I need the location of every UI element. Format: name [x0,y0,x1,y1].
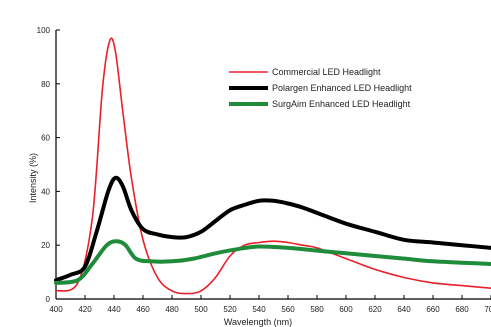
y-ticks: 0 20 40 60 80 100 [37,26,60,304]
x-tick-label: 640 [397,305,411,314]
series-line-3 [54,239,491,285]
legend-label-1: Commercial LED Headlight [272,67,381,77]
x-tick-label: 600 [339,305,353,314]
x-tick-label: 460 [136,305,150,314]
legend-label-3: SurgAim Enhanced LED Headlight [272,99,411,109]
series-layer [54,37,491,295]
x-axis-title: Wavelength (nm) [224,317,292,327]
series-line-1 [55,37,491,295]
x-tick-label: 480 [165,305,179,314]
x-tick-label: 440 [107,305,121,314]
x-tick-label: 700 [484,305,491,314]
y-tick-label: 100 [37,26,51,35]
y-tick-label: 0 [46,295,51,304]
y-axis-title: Intensity (%) [28,153,38,203]
y-tick-label: 20 [41,241,50,250]
y-tick-label: 40 [41,187,50,196]
series-line-2 [54,175,491,283]
x-tick-label: 620 [368,305,382,314]
x-tick-label: 540 [252,305,266,314]
legend: Commercial LED Headlight Polargen Enhance… [229,67,412,109]
x-tick-label: 660 [426,305,440,314]
x-tick-label: 560 [281,305,295,314]
x-ticks: 400 420 440 460 480 500 520 540 560 580 600 620 640 6… [49,295,491,314]
y-tick-label: 80 [41,80,50,89]
x-tick-label: 680 [455,305,469,314]
y-tick-label: 60 [41,134,50,143]
plot-area [55,30,491,300]
x-tick-label: 500 [194,305,208,314]
x-tick-label: 420 [78,305,92,314]
legend-label-2: Polargen Enhanced LED Headlight [272,83,412,93]
x-tick-label: 520 [223,305,237,314]
x-tick-label: 400 [49,305,63,314]
x-tick-label: 580 [310,305,324,314]
